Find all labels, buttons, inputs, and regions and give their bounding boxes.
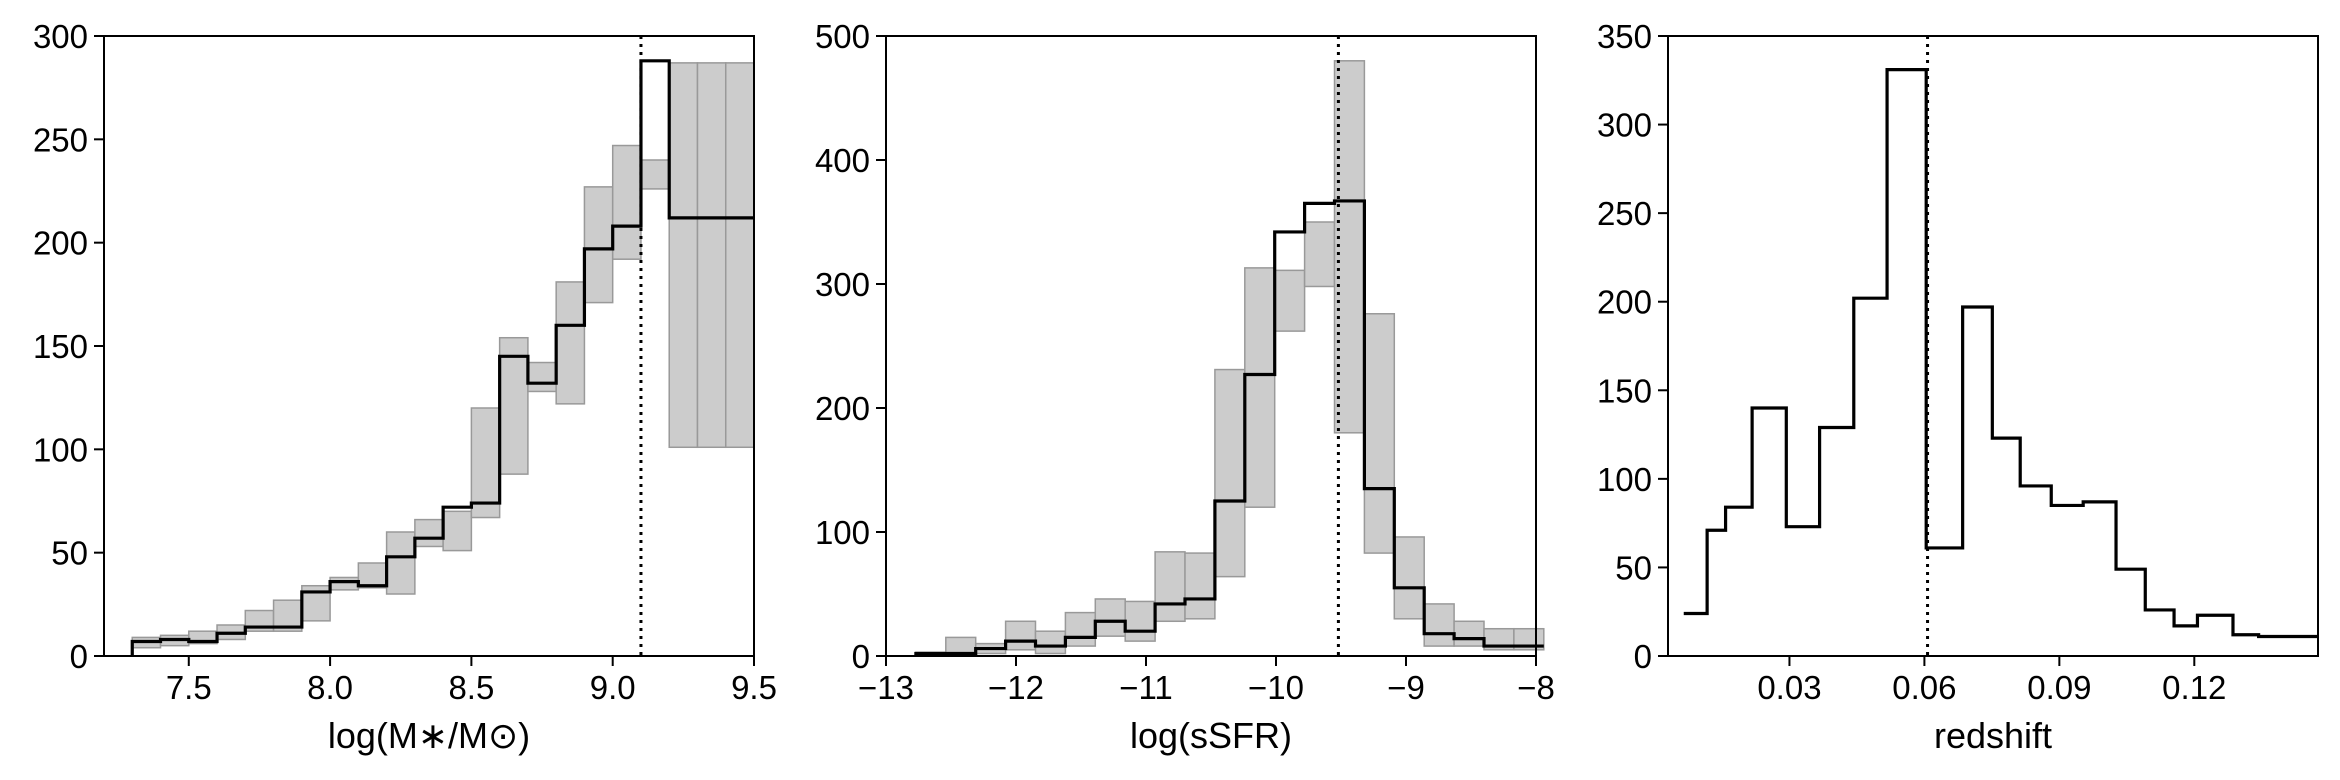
mass-band-12 bbox=[470, 407, 501, 519]
ssfr-band-6 bbox=[1094, 598, 1126, 637]
ssfr-band-17 bbox=[1423, 603, 1455, 647]
mass-band-7 bbox=[329, 576, 360, 591]
ssfr-histogram-steps bbox=[914, 199, 1544, 656]
redshift-y-tick-label: 50 bbox=[1615, 549, 1652, 586]
ssfr-band-3 bbox=[1004, 620, 1037, 651]
ssfr-histogram-line bbox=[914, 199, 1544, 656]
mass-y-tick-label: 300 bbox=[33, 18, 88, 55]
mass-band-16 bbox=[583, 186, 614, 304]
mass-x-tick-label: 8.5 bbox=[448, 669, 494, 706]
redshift-x-ticks: 0.03 0.06 0.09 0.12 bbox=[1757, 656, 2226, 706]
ssfr-band-13 bbox=[1303, 221, 1336, 288]
redshift-y-tick-label: 150 bbox=[1597, 372, 1652, 409]
ssfr-x-tick-label: −13 bbox=[858, 669, 914, 706]
mass-band-18 bbox=[640, 159, 670, 190]
redshift-histogram-steps bbox=[1683, 68, 2318, 639]
redshift-y-tick-label: 350 bbox=[1597, 18, 1652, 55]
ssfr-band-18 bbox=[1453, 620, 1485, 647]
ssfr-y-ticks: 0 100 200 300 400 500 bbox=[815, 18, 886, 675]
ssfr-y-tick-label: 300 bbox=[815, 266, 870, 303]
mass-y-ticks: 0 50 100 150 200 250 300 bbox=[33, 18, 104, 675]
redshift-y-tick-label: 100 bbox=[1597, 461, 1652, 498]
mass-band-13 bbox=[498, 336, 529, 475]
mass-band-19 bbox=[668, 62, 699, 449]
redshift-x-tick-label: 0.03 bbox=[1757, 669, 1821, 706]
redshift-x-tick-label: 0.12 bbox=[2162, 669, 2226, 706]
mass-band-9 bbox=[385, 531, 416, 595]
mass-band-10 bbox=[414, 518, 444, 548]
ssfr-y-tick-label: 200 bbox=[815, 390, 870, 427]
redshift-y-ticks: 0 50 100 150 200 250 300 350 bbox=[1597, 18, 1668, 675]
mass-uncertainty-bands bbox=[131, 62, 755, 649]
redshift-x-axis-label: redshift bbox=[1934, 715, 2052, 756]
redshift-x-tick-label: 0.09 bbox=[2027, 669, 2091, 706]
ssfr-x-tick-label: −10 bbox=[1248, 669, 1304, 706]
ssfr-band-11 bbox=[1244, 267, 1276, 508]
mass-x-tick-label: 7.5 bbox=[166, 669, 212, 706]
ssfr-y-tick-label: 0 bbox=[852, 638, 870, 675]
ssfr-band-9 bbox=[1184, 552, 1216, 620]
ssfr-band-16 bbox=[1393, 536, 1425, 620]
mass-y-tick-label: 200 bbox=[33, 225, 88, 262]
mass-histogram-line bbox=[130, 59, 754, 656]
mass-y-tick-label: 50 bbox=[51, 535, 88, 572]
panel-redshift: 0.03 0.06 0.09 0.12 0 50 100 150 200 250 300 350 r… bbox=[1597, 18, 2319, 756]
ssfr-band-10 bbox=[1214, 368, 1246, 578]
panel-stellar-mass: 7.5 8.0 8.5 9.0 9.5 0 50 100 150 200 250 300 log(M… bbox=[33, 18, 777, 756]
redshift-histogram-line bbox=[1683, 68, 2318, 639]
mass-x-tick-label: 8.0 bbox=[307, 669, 353, 706]
mass-x-tick-label: 9.0 bbox=[590, 669, 636, 706]
ssfr-band-4 bbox=[1034, 630, 1067, 655]
redshift-y-tick-label: 0 bbox=[1634, 638, 1652, 675]
ssfr-y-tick-label: 100 bbox=[815, 514, 870, 551]
redshift-y-tick-label: 200 bbox=[1597, 284, 1652, 321]
mass-y-tick-label: 250 bbox=[33, 121, 88, 158]
ssfr-band-5 bbox=[1064, 611, 1097, 647]
panel-ssfr: −13 −12 −11 −10 −9 −8 0 100 200 300 400 500 log(sS… bbox=[815, 18, 1555, 756]
mass-x-ticks: 7.5 8.0 8.5 9.0 9.5 bbox=[166, 656, 777, 706]
redshift-y-tick-label: 300 bbox=[1597, 107, 1652, 144]
mass-band-17 bbox=[611, 144, 642, 260]
redshift-x-tick-label: 0.06 bbox=[1892, 669, 1956, 706]
ssfr-x-axis-label: log(sSFR) bbox=[1130, 715, 1292, 756]
mass-band-15 bbox=[555, 281, 586, 405]
ssfr-band-12 bbox=[1273, 269, 1306, 332]
mass-band-20 bbox=[696, 62, 727, 449]
mass-band-21 bbox=[724, 62, 755, 449]
redshift-axes-frame bbox=[1667, 35, 2319, 657]
redshift-y-tick-label: 250 bbox=[1597, 195, 1652, 232]
mass-y-tick-label: 100 bbox=[33, 431, 88, 468]
ssfr-y-tick-label: 500 bbox=[815, 18, 870, 55]
ssfr-band-15 bbox=[1363, 313, 1396, 554]
ssfr-x-tick-label: −9 bbox=[1387, 669, 1425, 706]
mass-x-axis-label: log(M∗/M⊙) bbox=[328, 715, 530, 756]
ssfr-x-tick-label: −12 bbox=[988, 669, 1044, 706]
ssfr-axes-frame bbox=[885, 35, 1537, 657]
mass-histogram-steps bbox=[130, 59, 754, 656]
ssfr-band-8 bbox=[1154, 551, 1186, 623]
mass-x-tick-label: 9.5 bbox=[731, 669, 777, 706]
ssfr-y-tick-label: 400 bbox=[815, 142, 870, 179]
mass-y-tick-label: 0 bbox=[70, 638, 88, 675]
mass-band-11 bbox=[442, 510, 473, 552]
mass-band-14 bbox=[527, 361, 557, 393]
ssfr-x-tick-label: −11 bbox=[1119, 669, 1173, 706]
mass-band-8 bbox=[357, 562, 388, 589]
mass-y-tick-label: 150 bbox=[33, 328, 88, 365]
ssfr-band-7 bbox=[1124, 600, 1156, 642]
ssfr-x-tick-label: −8 bbox=[1517, 669, 1555, 706]
ssfr-x-ticks: −13 −12 −11 −10 −9 −8 bbox=[858, 656, 1555, 706]
